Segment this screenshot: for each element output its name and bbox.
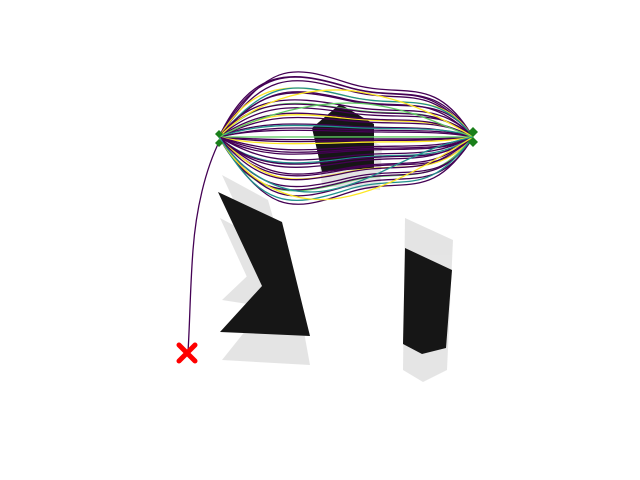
trajectory-line — [218, 91, 474, 138]
trajectory-line — [218, 136, 474, 201]
trajectory-line — [218, 136, 474, 151]
trajectory-line — [218, 136, 474, 193]
trajectory-line — [218, 136, 474, 181]
trajectory-line — [218, 127, 474, 138]
diamond-icon — [215, 130, 223, 138]
trajectory-bundle — [218, 71, 474, 205]
obstacles — [218, 104, 452, 354]
trajectory-line — [218, 89, 474, 138]
goal-trajectory — [187, 139, 221, 353]
obstacle-right-block — [403, 248, 452, 354]
trajectory-line — [218, 136, 474, 141]
obstacle-chevron — [218, 192, 310, 336]
trajectory-line — [218, 99, 474, 138]
trajectory-line — [218, 129, 474, 138]
diamond-icon — [468, 127, 478, 137]
trajectory-line — [218, 107, 474, 138]
trajectory-line — [218, 112, 474, 138]
trajectory-line — [218, 136, 474, 161]
diamond-icon — [468, 137, 478, 147]
trajectory-line — [218, 76, 474, 138]
trajectory-line — [218, 136, 474, 145]
trajectory-line — [218, 136, 474, 143]
x-icon — [176, 342, 198, 364]
trajectory-line — [218, 136, 474, 155]
trajectory-line — [218, 136, 474, 201]
trajectory-line — [218, 102, 474, 138]
start-waypoint-marker — [215, 130, 223, 147]
trajectory-line — [218, 116, 474, 138]
end-waypoint-marker — [468, 127, 478, 147]
trajectory-line — [218, 124, 474, 138]
goal-marker — [176, 342, 198, 364]
diamond-icon — [215, 139, 223, 147]
trajectory-line — [218, 136, 474, 165]
trajectory-line — [218, 87, 474, 138]
